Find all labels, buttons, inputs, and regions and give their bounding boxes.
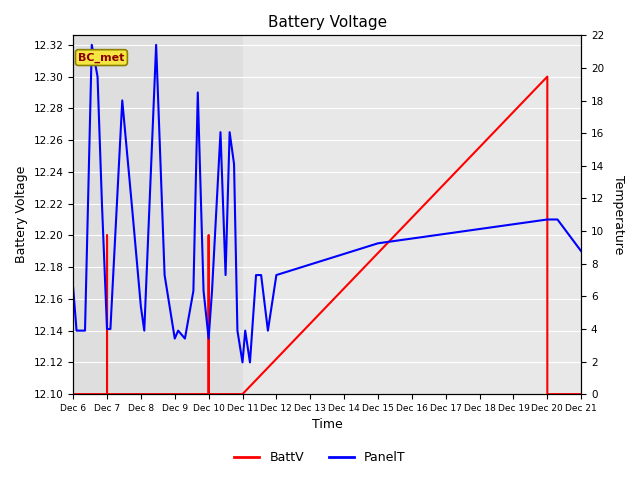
- Bar: [73, 36, 243, 394]
- Title: Battery Voltage: Battery Voltage: [268, 15, 387, 30]
- X-axis label: Time: Time: [312, 419, 342, 432]
- Text: BC_met: BC_met: [78, 52, 125, 63]
- Legend: BattV, PanelT: BattV, PanelT: [229, 446, 411, 469]
- Y-axis label: Battery Voltage: Battery Voltage: [15, 166, 28, 264]
- Y-axis label: Temperature: Temperature: [612, 175, 625, 254]
